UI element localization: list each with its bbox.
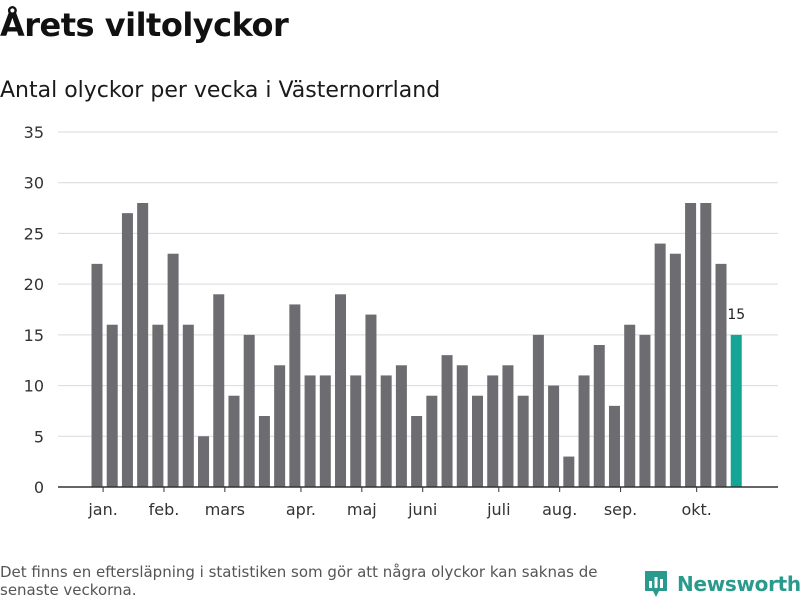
- bar: [532, 334, 544, 487]
- bar: [167, 253, 179, 487]
- data-label: 15: [727, 307, 745, 323]
- bar: [335, 294, 347, 487]
- bar: [472, 395, 483, 487]
- bar: [578, 375, 590, 487]
- chart-title: Årets viltolyckor: [0, 6, 289, 44]
- x-tick-label: okt.: [681, 500, 711, 519]
- y-tick-label: 10: [24, 377, 44, 396]
- bar: [228, 395, 240, 487]
- bar: [365, 314, 377, 487]
- bar: [198, 436, 210, 487]
- bar: [137, 203, 149, 487]
- x-tick-label: mars: [205, 500, 245, 519]
- bar: [456, 365, 468, 487]
- bar: [441, 355, 453, 487]
- bar: [213, 294, 225, 487]
- bar: [654, 243, 666, 487]
- bar: [639, 334, 651, 487]
- x-tick-label: maj: [347, 500, 377, 519]
- bar: [274, 365, 286, 487]
- bar: [700, 203, 712, 487]
- bar: [487, 375, 499, 487]
- y-tick-label: 0: [34, 478, 44, 497]
- y-tick-label: 20: [24, 275, 44, 294]
- bar: [730, 334, 742, 487]
- bar: [395, 365, 407, 487]
- x-tick-label: apr.: [286, 500, 316, 519]
- bar: [289, 304, 301, 487]
- x-tick-label: jan.: [87, 500, 117, 519]
- bar: [243, 334, 255, 487]
- x-tick-label: juli: [486, 500, 510, 519]
- x-tick-label: aug.: [542, 500, 577, 519]
- y-tick-label: 25: [24, 224, 44, 243]
- bar: [304, 375, 316, 487]
- bar: [121, 213, 133, 487]
- x-tick-label: juni: [407, 500, 437, 519]
- bar: [182, 324, 194, 487]
- chart-subtitle: Antal olyckor per vecka i Västernorrland: [0, 78, 441, 103]
- brand-logo[interactable]: Newsworthy: [643, 568, 800, 600]
- bar: [593, 345, 605, 487]
- x-tick-label: feb.: [149, 500, 180, 519]
- y-tick-label: 15: [24, 326, 44, 345]
- bar: [106, 324, 118, 487]
- bar: [152, 324, 164, 487]
- bar: [563, 456, 575, 487]
- bar: [608, 405, 620, 487]
- bar-chart-logo-icon: [645, 571, 667, 597]
- bar: [319, 375, 331, 487]
- bar: [426, 395, 438, 487]
- bar: [548, 385, 560, 487]
- bar: [258, 416, 270, 487]
- weekly-accidents-bar-chart: 0 5 10 15 20 25 30 35 jan. feb. mars apr. maj juni jul…: [24, 123, 778, 519]
- bar: [380, 375, 392, 487]
- bar: [91, 263, 103, 487]
- y-tick-label: 5: [34, 427, 44, 446]
- bar: [502, 365, 514, 487]
- bar: [715, 263, 727, 487]
- bar: [624, 324, 636, 487]
- bar: [350, 375, 362, 487]
- x-tick-label: sep.: [604, 500, 637, 519]
- brand-name: Newsworthy: [677, 572, 800, 596]
- footnote: Det finns en eftersläpning i statistiken…: [0, 563, 598, 599]
- bar: [669, 253, 681, 487]
- bar: [685, 203, 697, 487]
- y-tick-label: 30: [24, 174, 44, 193]
- bar: [411, 416, 423, 487]
- y-tick-label: 35: [24, 123, 44, 142]
- bar: [517, 395, 529, 487]
